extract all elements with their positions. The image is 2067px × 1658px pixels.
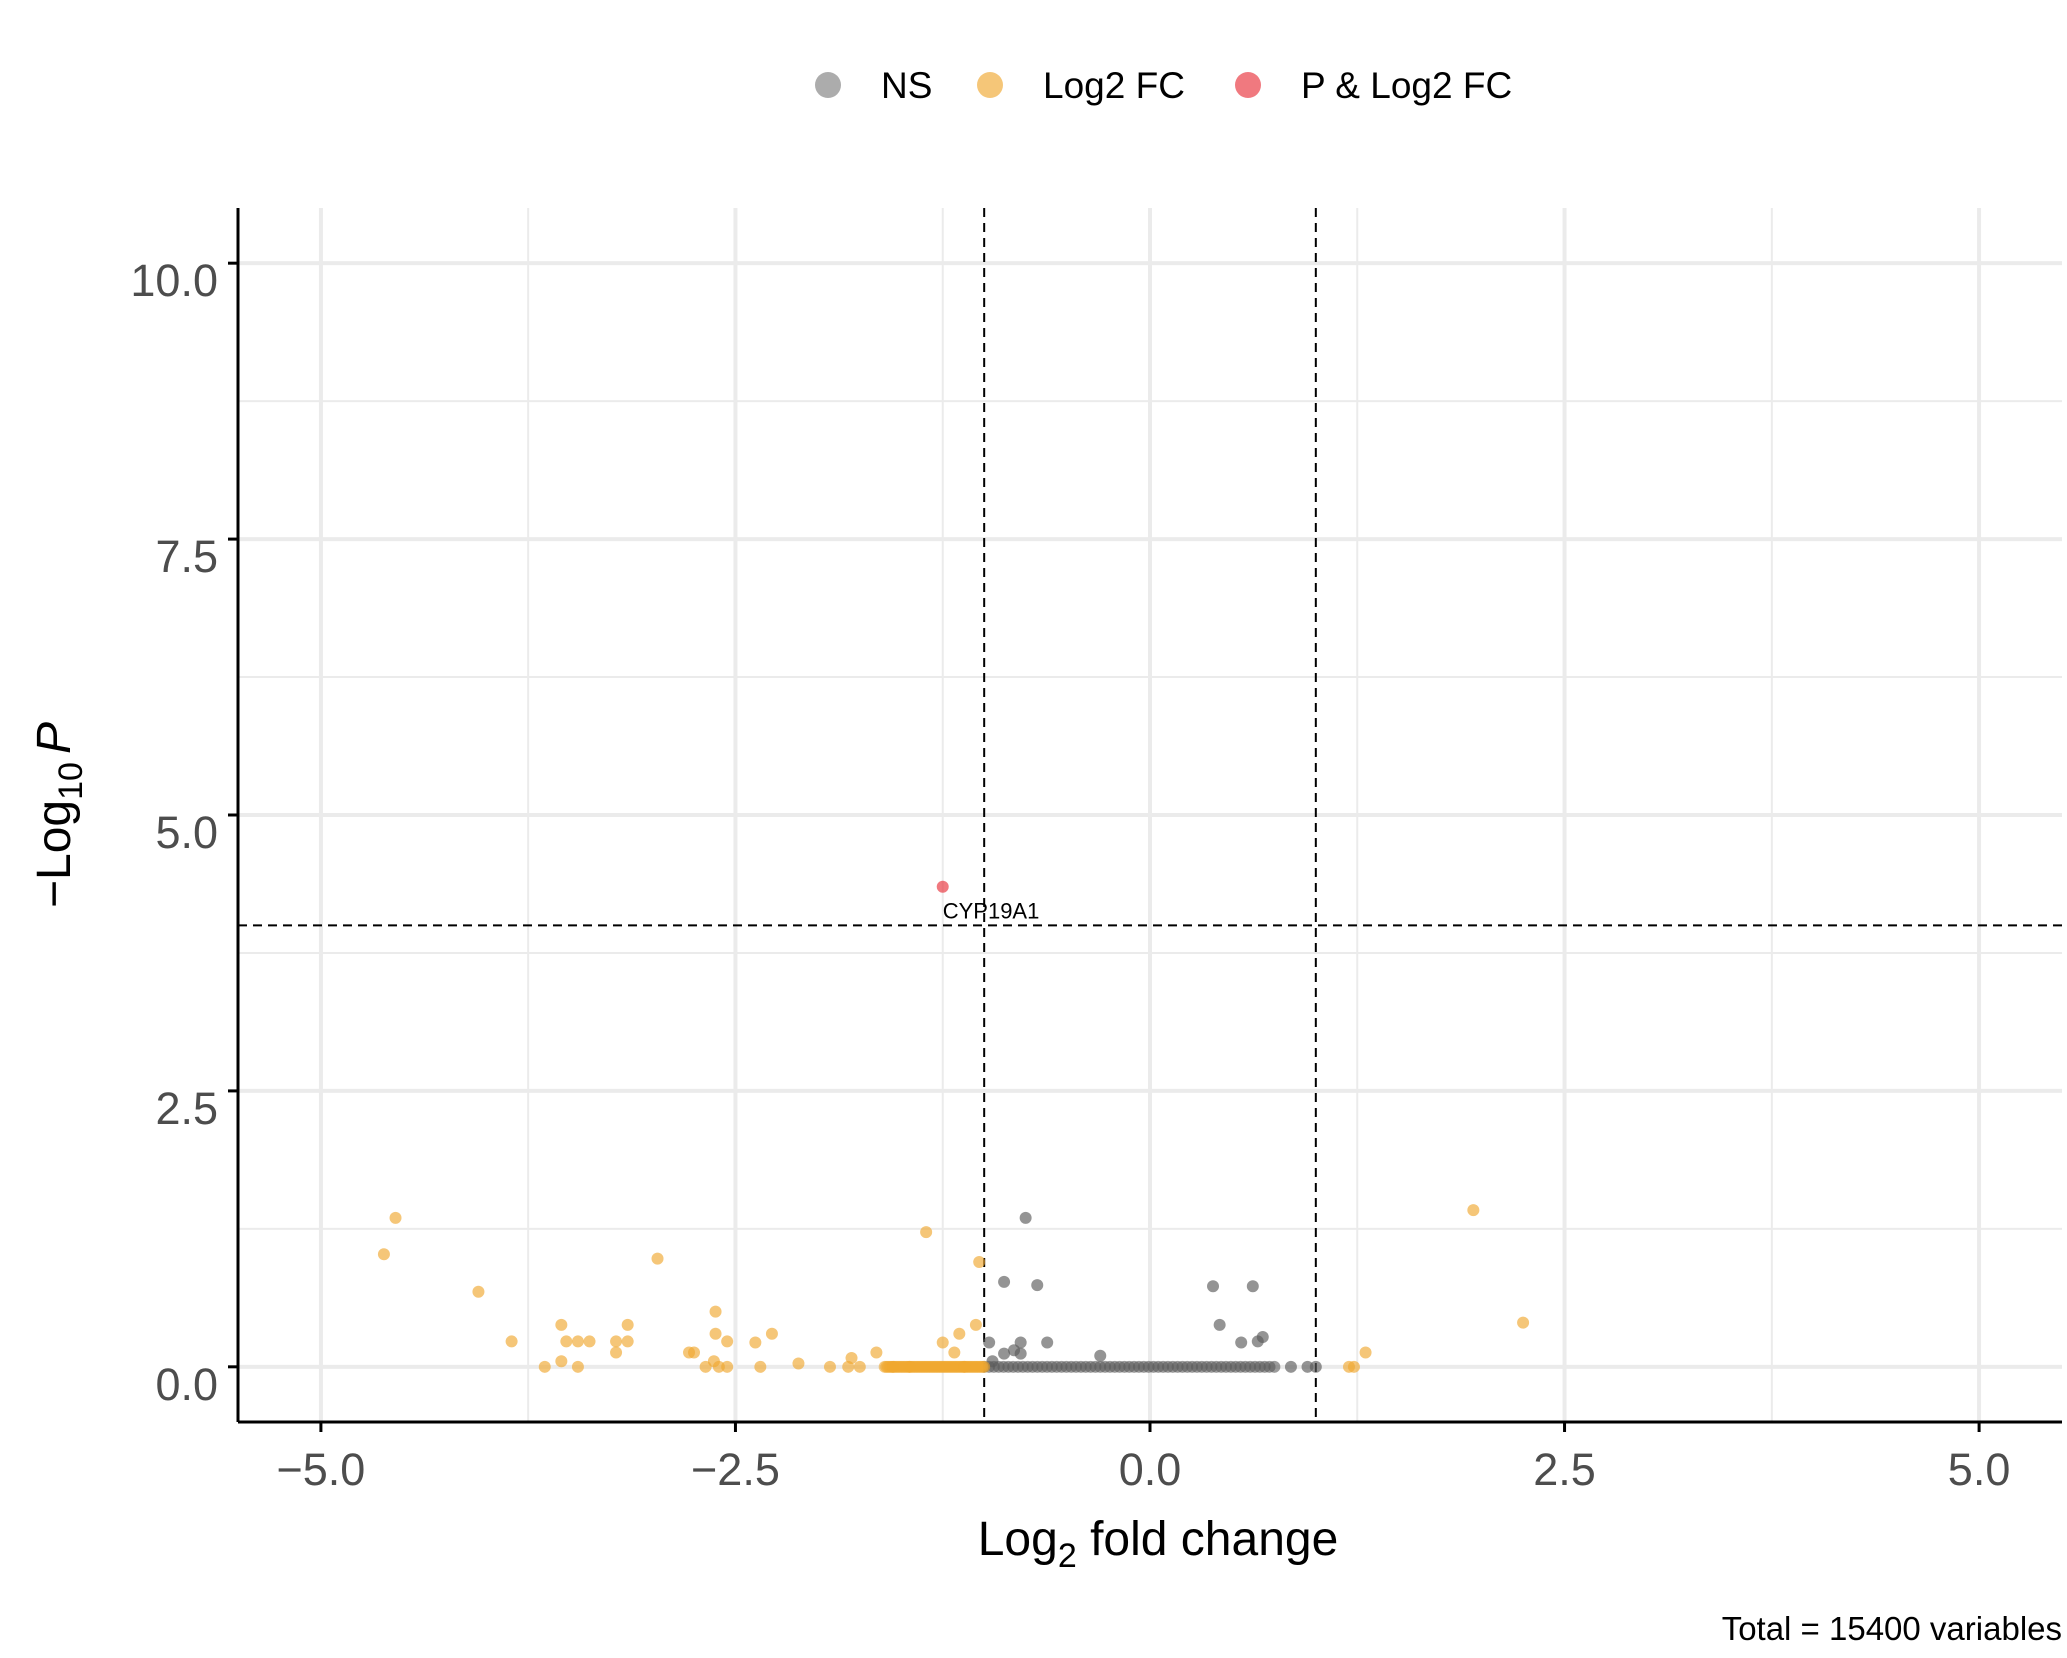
data-point: [754, 1360, 767, 1373]
data-point: [853, 1360, 866, 1373]
data-point: [765, 1327, 778, 1340]
data-point: [823, 1360, 836, 1373]
caption-total: Total = 15400 variables: [1722, 1610, 2062, 1647]
x-tick-label: 2.5: [1533, 1444, 1596, 1495]
legend-swatch-2: [1235, 72, 1261, 98]
data-point: [721, 1360, 734, 1373]
data-point: [1246, 1280, 1259, 1293]
data-point: [870, 1346, 883, 1359]
point-label-cyp19a1: CYP19A1: [943, 899, 1040, 924]
data-point: [953, 1327, 966, 1340]
data-point: [1094, 1349, 1107, 1362]
data-point: [555, 1355, 568, 1368]
data-point: [886, 1360, 899, 1373]
data-point: [505, 1335, 518, 1348]
data-point: [683, 1346, 696, 1359]
data-point: [749, 1336, 762, 1349]
y-tick-label: 10.0: [130, 255, 218, 306]
legend-label-0: NS: [881, 65, 932, 106]
data-point: [973, 1255, 986, 1268]
data-point: [651, 1252, 664, 1265]
legend-label-2: P & Log2 FC: [1301, 65, 1512, 106]
data-point: [1031, 1279, 1044, 1292]
data-point: [1268, 1360, 1281, 1373]
data-point: [842, 1360, 855, 1373]
data-point: [969, 1318, 982, 1331]
data-point: [983, 1336, 996, 1349]
data-point: [621, 1335, 634, 1348]
data-point: [1213, 1318, 1226, 1331]
data-point: [712, 1360, 725, 1373]
data-point: [1284, 1360, 1297, 1373]
legend-label-1: Log2 FC: [1043, 65, 1185, 106]
x-axis-title: Log2 fold change: [978, 1513, 1339, 1575]
legend-swatch-0: [815, 72, 841, 98]
data-point: [377, 1248, 390, 1261]
data-point: [958, 1360, 971, 1373]
data-point: [1251, 1335, 1264, 1348]
data-point: [903, 1360, 916, 1373]
data-point: [1301, 1360, 1314, 1373]
x-tick-label: −2.5: [691, 1444, 780, 1495]
data-point: [472, 1285, 485, 1298]
legend-swatch-1: [977, 72, 1003, 98]
data-point: [998, 1347, 1011, 1360]
x-tick-label: −5.0: [276, 1444, 365, 1495]
legend: NS Log2 FC P & Log2 FC: [815, 65, 1512, 106]
data-point: [1207, 1280, 1220, 1293]
data-point: [792, 1357, 805, 1370]
data-point: [1347, 1360, 1360, 1373]
data-point: [389, 1211, 402, 1224]
y-axis-title: −Log10P: [28, 722, 90, 908]
x-tick-label: 5.0: [1948, 1444, 2011, 1495]
data-point: [1517, 1316, 1530, 1329]
data-point: [948, 1346, 961, 1359]
data-point: [571, 1335, 584, 1348]
data-point: [583, 1335, 596, 1348]
data-point: [1019, 1211, 1032, 1224]
y-tick-label: 5.0: [155, 807, 218, 858]
data-point: [1041, 1336, 1054, 1349]
data-point: [538, 1360, 551, 1373]
data-point: [1309, 1360, 1322, 1373]
data-point: [709, 1305, 722, 1318]
data-point: [571, 1360, 584, 1373]
y-tick-label: 0.0: [155, 1359, 218, 1410]
data-point: [621, 1318, 634, 1331]
data-point: [936, 1336, 949, 1349]
data-point: [1014, 1347, 1027, 1360]
data-point: [555, 1318, 568, 1331]
data-point: [560, 1335, 573, 1348]
data-point: [1235, 1336, 1248, 1349]
data-point: [978, 1360, 991, 1373]
data-point: [1359, 1346, 1372, 1359]
tick-labels: −5.0 −2.5 0.0 2.5 5.0 0.0 2.5 5.0 7.5 10.0: [130, 255, 2010, 1495]
y-tick-label: 2.5: [155, 1083, 218, 1134]
y-tick-label: 7.5: [155, 531, 218, 582]
data-point: [699, 1360, 712, 1373]
data-point: [1467, 1204, 1480, 1217]
axes: [228, 208, 2062, 1432]
point-annotations: CYP19A1: [943, 899, 1040, 924]
data-points: [377, 880, 1530, 1373]
data-point: [998, 1275, 1011, 1288]
x-tick-label: 0.0: [1119, 1444, 1182, 1495]
data-point: [721, 1335, 734, 1348]
data-point: [610, 1346, 623, 1359]
data-point: [920, 1226, 933, 1239]
data-point: [709, 1327, 722, 1340]
data-point: [936, 880, 949, 893]
data-point: [610, 1335, 623, 1348]
cutoff-lines: [238, 208, 2062, 1422]
